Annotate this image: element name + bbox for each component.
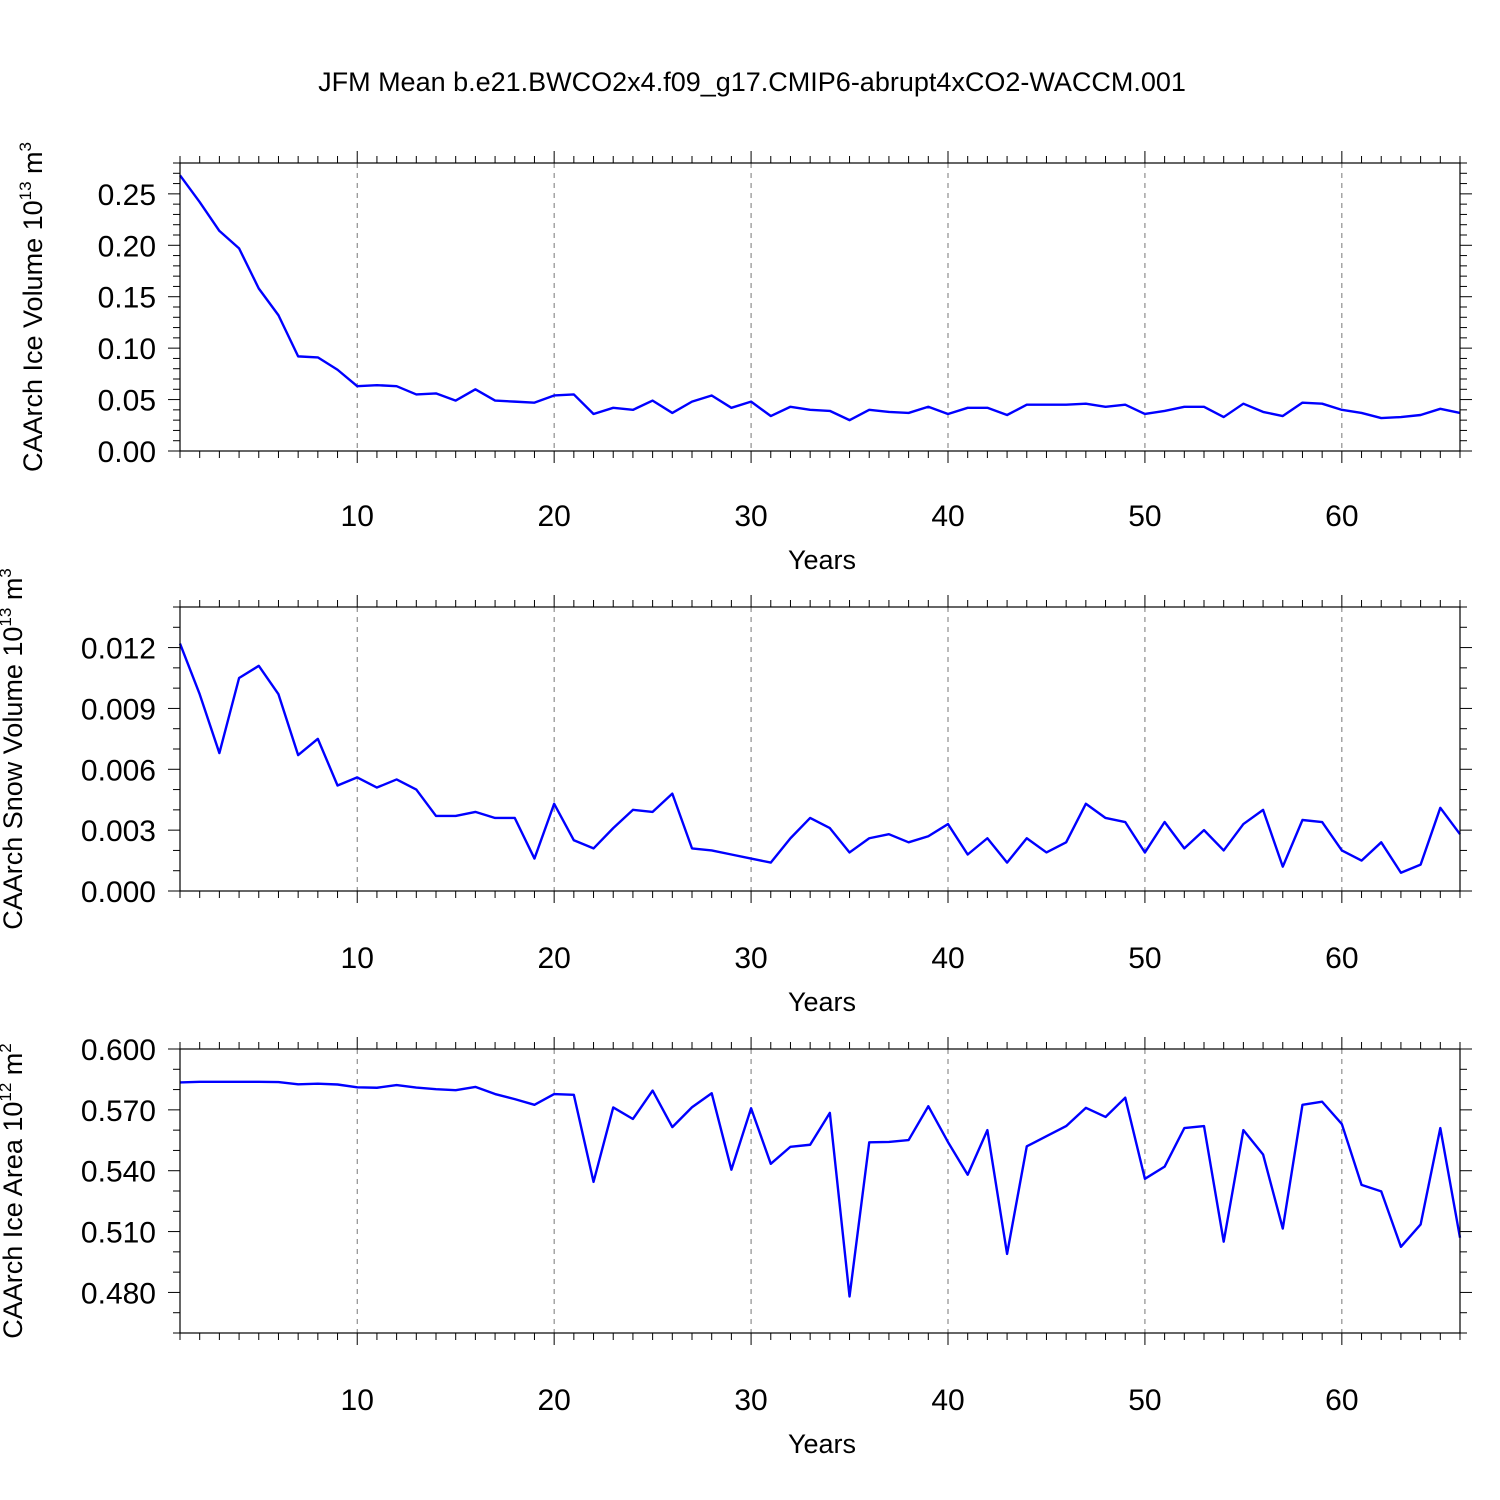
y-tick-label: 0.000 [81,876,156,909]
series-line [179,174,1461,422]
y-tick-label: 0.012 [81,633,156,666]
y-axis-title-main: CAArch Snow Volume 10 [0,627,28,930]
y-tick-label: 0.10 [98,333,156,366]
x-tick-label: 60 [1325,942,1358,975]
y-axis-title-exponent: 12 [0,1083,15,1102]
y-tick-label: 0.510 [81,1217,156,1250]
plot-frame [179,1048,1461,1334]
x-axis-title: Years [788,545,856,575]
y-tick-label: 0.003 [81,815,156,848]
y-tick-label: 0.20 [98,230,156,263]
x-tick-label: 30 [734,1384,767,1417]
x-axis-title: Years [788,987,856,1017]
x-tick-label: 60 [1325,500,1358,533]
plot-frame [179,606,1461,892]
y-axis-title-exponent: 13 [0,608,15,627]
series-line [178,643,1461,874]
y-tick-label: 0.480 [81,1277,156,1310]
y-axis-title: CAArch Ice Area 1012 m2 [0,1043,28,1339]
x-tick-label: 30 [734,500,767,533]
panels: 10 20 30 40 50 60 0.00 0.05 0.10 0.15 0.20 0.25 Year… [0,142,1472,1459]
x-tick-label: 20 [537,500,570,533]
x-tick-label: 40 [931,942,964,975]
x-tick-label: 10 [341,1384,374,1417]
plot-frame [179,162,1461,452]
x-tick-label: 50 [1128,1384,1161,1417]
y-axis-title-unit: m [0,578,28,608]
y-axis-title: CAArch Ice Volume 1013 m3 [16,142,48,472]
x-tick-label: 40 [931,1384,964,1417]
y-tick-label: 0.05 [98,385,156,418]
y-axis-title-main: CAArch Ice Area 10 [0,1102,28,1339]
y-tick-label: 0.009 [81,693,156,726]
x-tick-label: 10 [341,500,374,533]
x-tick-label: 20 [537,942,570,975]
y-tick-label: 0.570 [81,1095,156,1128]
figure-title: JFM Mean b.e21.BWCO2x4.f09_g17.CMIP6-abr… [318,67,1186,97]
y-axis-title-exponent: 13 [16,181,35,200]
series-line [179,1080,1462,1298]
x-tick-label: 30 [734,942,767,975]
y-tick-label: 0.15 [98,282,156,315]
panel-3: 10 20 30 40 50 60 0.480 0.510 0.540 0.570 0.600 Yea… [0,1034,1472,1459]
x-tick-label: 20 [537,1384,570,1417]
y-axis-title-main: CAArch Ice Volume 10 [18,200,48,472]
y-tick-label: 0.540 [81,1156,156,1189]
x-tick-label: 40 [931,500,964,533]
y-tick-label: 0.00 [98,436,156,469]
x-axis-title: Years [788,1429,856,1459]
y-axis-title: CAArch Snow Volume 1013 m3 [0,568,28,930]
x-tick-label: 50 [1128,500,1161,533]
y-tick-label: 0.006 [81,754,156,787]
x-tick-label: 10 [341,942,374,975]
y-axis-title-unit-exponent: 2 [0,1043,15,1052]
x-tick-label: 50 [1128,942,1161,975]
y-axis-title-unit-exponent: 3 [0,568,15,577]
y-axis-title-unit-exponent: 3 [16,142,35,151]
y-axis-title-unit: m [0,1053,28,1083]
y-tick-label: 0.25 [98,179,156,212]
y-axis-title-unit: m [18,151,48,181]
y-tick-label: 0.600 [81,1034,156,1067]
panel-2: 10 20 30 40 50 60 0.000 0.003 0.006 0.009 0.012 Yea… [0,568,1472,1017]
x-tick-label: 60 [1325,1384,1358,1417]
panel-1: 10 20 30 40 50 60 0.00 0.05 0.10 0.15 0.20 0.25 Year… [16,142,1472,575]
